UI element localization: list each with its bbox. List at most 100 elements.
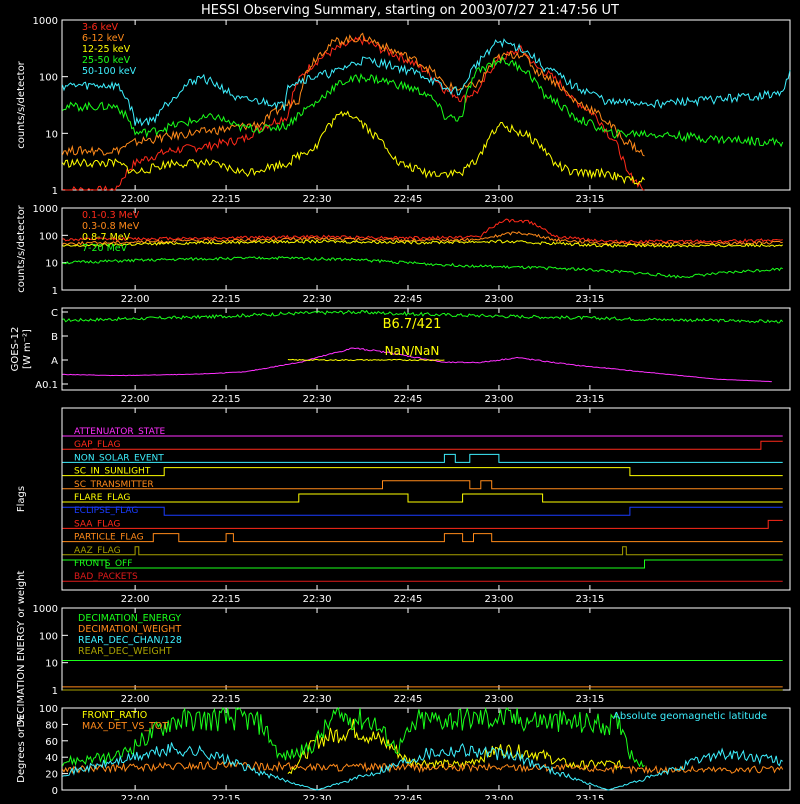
series-line-50-100-kev [61, 38, 791, 127]
flag-label: ECLIPSE_FLAG [74, 506, 138, 516]
legend-entry: FRONT_RATIO [82, 710, 147, 721]
y-tick-label: A [51, 356, 58, 367]
x-tick-label: 22:30 [303, 294, 332, 305]
series-line-6-12-kev [61, 32, 645, 157]
flag-line-gap-flag [62, 440, 783, 450]
flag-label: SC_TRANSMITTER [74, 480, 154, 490]
panel-frame [61, 407, 791, 591]
series-line-0-8-7-mev [62, 239, 783, 248]
legend-entry: DECIMATION_WEIGHT [78, 624, 181, 635]
x-tick-label: 23:15 [575, 694, 604, 705]
goes-annotation-class: B6.7/421 [383, 317, 442, 332]
legend-entry: MAX_DET_VS_TOT [82, 721, 168, 732]
panel-energy-bands: 1 10 100 1000 22:00 22:15 22:30 22:45 23:00 23:15… [16, 16, 791, 205]
y-tick-label: 1 [52, 686, 58, 697]
flag-label: NON_SOLAR_EVENT [74, 453, 164, 463]
x-tick-label: 22:45 [394, 194, 423, 205]
series-line-front-ratio [287, 718, 624, 775]
y-tick-label: 100 [39, 231, 58, 242]
y-tick-label: 0 [52, 786, 58, 797]
panel-decimation: 1 10 100 1000 22:00 22:15 22:30 22:45 23:00 23:15… [16, 570, 791, 727]
panel-frame [61, 307, 791, 391]
chart-title: HESSI Observing Summary, starting on 200… [201, 3, 619, 18]
legend-entry: DECIMATION_ENERGY [78, 613, 181, 624]
x-tick-label: 22:45 [394, 394, 423, 405]
x-tick-label: 23:15 [575, 294, 604, 305]
y-axis-label: DECIMATION ENERGY or weight [16, 570, 27, 727]
legend-entry: 6-12 keV [82, 33, 125, 44]
y-tick-label: 10 [45, 129, 58, 140]
x-tick-label: 22:45 [394, 794, 423, 800]
y-tick-label: 1 [52, 186, 58, 197]
panel-ratios: 0 20 40 60 80 100 22:00 22:15 22:30 22:45 23:00 23:… [16, 704, 791, 804]
flag-label: BAD_PACKETS [74, 572, 138, 582]
y-axis-units: [W m⁻²] [22, 329, 33, 369]
y-tick-label: A0.1 [35, 380, 58, 391]
x-tick-label: 22:00 [121, 594, 150, 605]
flag-label: AAZ_FLAG [74, 546, 121, 556]
flag-line-non-solar-event [62, 453, 783, 463]
flag-label: SC_IN_SUNLIGHT [74, 467, 151, 477]
x-tick-label: 22:30 [303, 694, 332, 705]
series-line-goes-0 [62, 309, 784, 324]
y-tick-label: 10 [45, 259, 58, 270]
flag-line-fronts-off [62, 559, 783, 569]
y-tick-label: B [51, 332, 58, 343]
x-tick-label: 23:15 [575, 594, 604, 605]
legend-entry: 3-6 keV [82, 22, 119, 33]
x-tick-label: 22:45 [394, 594, 423, 605]
x-tick-label: 23:15 [575, 794, 604, 800]
y-tick-label: 1000 [33, 16, 58, 27]
panel-flags: 22:00 22:15 22:30 22:45 23:00 23:15 Flags ATTEN… [16, 407, 791, 605]
legend-entry: 50-100 keV [82, 66, 137, 77]
x-tick-label: 22:30 [303, 194, 332, 205]
legend-entry: 25-50 keV [82, 55, 131, 66]
x-tick-label: 22:00 [121, 694, 150, 705]
geomagnetic-latitude-annotation: Absolute geomagnetic latitude [613, 711, 767, 722]
x-tick-label: 22:30 [303, 794, 332, 800]
panel-high-energy-bands: 1 10 100 1000 22:00 22:15 22:30 22:45 23:00 23:15… [16, 204, 791, 305]
series-line-3-6-kev [62, 35, 645, 191]
series-line-0-1-0-3-mev [62, 218, 783, 244]
x-tick-label: 22:15 [212, 594, 241, 605]
flag-line-sc-transmitter [62, 480, 783, 490]
x-tick-label: 23:00 [485, 194, 514, 205]
x-tick-label: 22:15 [212, 294, 241, 305]
panel-goes: A0.1 A B C 22:00 22:15 22:30 22:45 23:00 23:15 GOE… [10, 307, 791, 405]
series-line-max-det-vs-tot [61, 760, 784, 775]
series-line-absolute-geomagnetic-latitude [62, 742, 783, 791]
x-tick-label: 23:15 [575, 394, 604, 405]
y-tick-label: 100 [39, 73, 58, 84]
flag-line-aaz-flag [62, 546, 783, 556]
flag-label: PARTICLE_FLAG [74, 533, 144, 543]
flag-label: GAP_FLAG [74, 440, 120, 450]
x-tick-label: 22:00 [121, 294, 150, 305]
flag-label: FLARE_FLAG [74, 493, 130, 503]
y-tick-label: 1000 [33, 604, 58, 615]
series-line-goes-1 [62, 347, 772, 383]
y-tick-label: 20 [45, 770, 58, 781]
legend-entry: 0.1-0.3 MeV [82, 210, 140, 221]
series-line-12-25-kev [62, 110, 645, 185]
x-tick-label: 22:30 [303, 594, 332, 605]
panel-frame [61, 207, 791, 291]
x-tick-label: 23:15 [575, 194, 604, 205]
y-axis-label: Flags [16, 486, 27, 512]
y-axis-label: counts/s/detector [16, 60, 27, 148]
series-line-0-3-0-8-mev [62, 231, 783, 246]
legend-entry: 12-25 keV [82, 44, 131, 55]
legend-entry: REAR_DEC_WEIGHT [78, 646, 172, 657]
y-axis-label: Degrees or % [16, 715, 27, 783]
y-axis-label: counts/s/detector [16, 204, 27, 292]
x-tick-label: 22:45 [394, 294, 423, 305]
x-tick-label: 22:00 [121, 194, 150, 205]
flag-line-particle-flag [62, 533, 783, 543]
flag-label: ATTENUATOR_STATE [74, 427, 166, 437]
flag-label: SAA_FLAG [74, 519, 120, 529]
flag-line-sc-in-sunlight [62, 467, 783, 477]
flag-label: FRONTS_OFF [74, 559, 132, 569]
goes-annotation-nan: NaN/NaN [385, 344, 440, 358]
x-tick-label: 23:00 [485, 294, 514, 305]
